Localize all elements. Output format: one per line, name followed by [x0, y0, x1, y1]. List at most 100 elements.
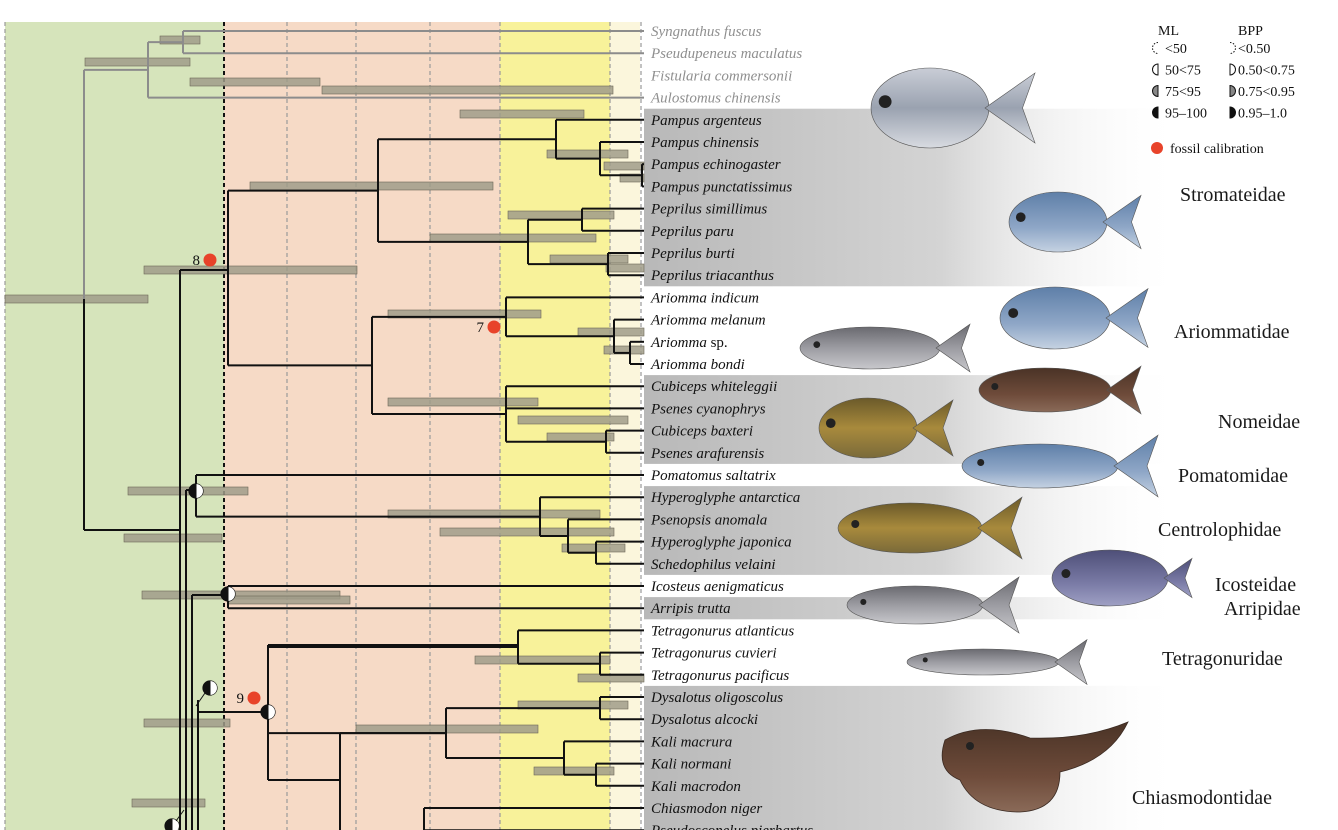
- legend: ML BPP <50 <0.50 50<75 0.50<0.75 75<95 0.75<0.9…: [1151, 24, 1295, 157]
- taxon-genus: Tetragonurus: [651, 668, 735, 684]
- tree-branches: [83, 30, 644, 830]
- taxon-genus: Kali: [650, 757, 681, 773]
- ci-bar-12: [605, 263, 645, 273]
- support-node-tetragonurus: [260, 704, 276, 720]
- taxon-epithet: fuscus: [724, 24, 762, 40]
- ariomma-bondi-fish: [799, 323, 971, 373]
- cubiceps-fish: [978, 365, 1142, 415]
- taxon-genus: Dysalotus: [650, 712, 715, 728]
- taxon-epithet: pacificus: [734, 668, 789, 684]
- ci-bar-19: [517, 415, 629, 425]
- taxon-epithet: triacanthus: [706, 268, 774, 284]
- legend-ml-label-3: 95–100: [1165, 107, 1207, 122]
- taxon-genus: Icosteus: [650, 579, 704, 595]
- taxon-genus: Aulostomus: [650, 91, 725, 107]
- ci-bar-13: [143, 265, 358, 275]
- taxon-epithet: chinensis: [725, 91, 781, 107]
- taxon-genus: Peprilus: [650, 224, 706, 240]
- chiasmodon-fish: [941, 721, 1129, 813]
- support-nodes: [164, 483, 276, 830]
- taxon-genus: Ariomma: [650, 290, 711, 306]
- taxon-label: Schedophilus velaini: [651, 557, 776, 573]
- legend-bpp-symbol-2: [1229, 84, 1236, 98]
- support-node-icosteus: [220, 586, 236, 602]
- taxon-label: Pomatomus saltatrix: [650, 468, 776, 484]
- ci-bar-34: [131, 798, 206, 808]
- taxon-label: Cubiceps baxteri: [651, 424, 753, 440]
- ci-bar-5: [546, 149, 629, 159]
- taxon-labels: Syngnathus fuscus Pseudupeneus maculatus F…: [650, 24, 813, 830]
- taxon-label: Arripis trutta: [650, 601, 731, 617]
- legend-ml-header: ML: [1158, 24, 1179, 39]
- taxon-label: Peprilus burti: [650, 246, 735, 262]
- taxon-label: Syngnathus fuscus: [651, 24, 762, 40]
- taxon-label: Pampus chinensis: [650, 135, 759, 151]
- taxon-genus: Peprilus: [650, 202, 706, 218]
- taxon-label: Psenes cyanophrys: [650, 401, 766, 417]
- taxon-genus: Psenopsis: [650, 512, 715, 528]
- ci-bar-17: [603, 345, 645, 355]
- taxon-epithet: cuvieri: [735, 646, 777, 662]
- family-label-nomeidae: Nomeidae: [1218, 411, 1301, 433]
- fossil-calibration-8: [203, 253, 217, 267]
- ci-bar-4: [459, 109, 585, 119]
- taxon-epithet: macrodon: [681, 779, 741, 795]
- family-label-arripidae: Arripidae: [1224, 598, 1301, 620]
- ci-bar-27: [227, 595, 351, 605]
- taxon-epithet: pierbartus: [750, 823, 814, 830]
- time-zone-0: [5, 22, 224, 830]
- hyperoglyphe-fish: [837, 496, 1023, 560]
- taxon-label: Dysalotus alcocki: [650, 712, 758, 728]
- taxon-label: Ariomma bondi: [650, 357, 745, 373]
- taxon-epithet: normani: [681, 757, 732, 773]
- taxon-genus: Peprilus: [650, 246, 706, 262]
- fossil-label-7: 7: [477, 320, 485, 336]
- ci-bar-9: [507, 210, 615, 220]
- support-node-small-2: [164, 818, 180, 830]
- ci-bar-25: [123, 533, 223, 543]
- taxon-epithet: aenigmaticus: [704, 579, 784, 595]
- taxon-label: Tetragonurus pacificus: [651, 668, 789, 684]
- taxon-label: Psenes arafurensis: [650, 446, 764, 462]
- taxon-epithet: simillimus: [706, 202, 768, 218]
- family-label-chiasmodontidae: Chiasmodontidae: [1132, 787, 1272, 809]
- taxon-label: Pseudupeneus maculatus: [650, 46, 802, 62]
- taxon-epithet: arafurensis: [696, 446, 764, 462]
- psenes-fish: [818, 397, 954, 459]
- taxon-label: Icosteus aenigmaticus: [650, 579, 784, 595]
- taxon-genus: Kali: [650, 779, 681, 795]
- taxon-label: Aulostomus chinensis: [650, 91, 781, 107]
- legend-ml-symbol-0: [1152, 42, 1159, 54]
- fish-illustrations: [799, 67, 1193, 813]
- fossil-calibration-markers: 7 8 9: [193, 253, 501, 707]
- support-node-leader-1: [195, 692, 206, 707]
- taxon-genus: Pampus: [650, 113, 703, 129]
- legend-bpp-header: BPP: [1238, 24, 1263, 39]
- legend-ml-symbol-1: [1152, 63, 1159, 76]
- epoch-gridlines: [4, 22, 642, 830]
- taxon-label: Pampus argenteus: [650, 113, 762, 129]
- taxon-genus: Psenes: [650, 446, 696, 462]
- icosteus-fish: [1051, 549, 1193, 607]
- legend-ml-symbol-2: [1152, 84, 1159, 98]
- taxon-genus: Pampus: [650, 135, 703, 151]
- ci-bar-6: [603, 161, 645, 171]
- pampus-fish: [870, 67, 1036, 149]
- legend-bpp-label-3: 0.95–1.0: [1238, 107, 1287, 122]
- legend-fossil-symbol: [1151, 142, 1163, 154]
- ariomma-indicum-fish: [999, 286, 1149, 350]
- taxon-epithet: bondi: [711, 357, 745, 373]
- taxon-epithet: chinensis: [703, 135, 759, 151]
- taxon-epithet: trutta: [697, 601, 730, 617]
- taxon-genus: Ariomma: [650, 313, 711, 329]
- taxon-label: Kali normani: [650, 757, 731, 773]
- taxon-epithet: anomala: [715, 512, 768, 528]
- taxon-label: Cubiceps whiteleggii: [651, 379, 777, 395]
- taxon-epithet: japonica: [737, 535, 792, 551]
- fossil-calibration-7: [487, 320, 501, 334]
- taxon-label: Peprilus simillimus: [650, 202, 767, 218]
- taxon-genus: Pseudupeneus: [650, 46, 741, 62]
- taxon-genus: Syngnathus: [651, 24, 724, 40]
